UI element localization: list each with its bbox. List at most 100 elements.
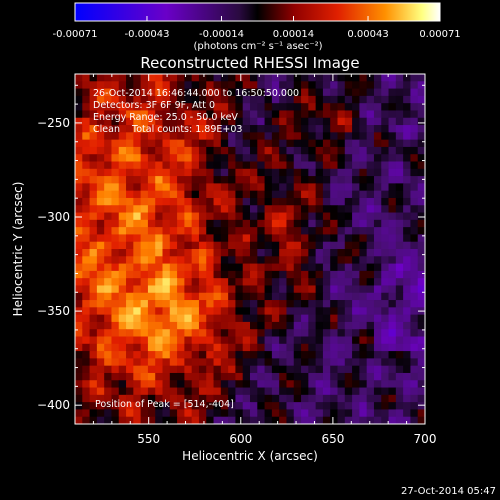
heatmap-pixel xyxy=(155,358,163,367)
heatmap-pixel xyxy=(279,256,287,264)
heatmap-pixel xyxy=(322,249,331,257)
heatmap-pixel xyxy=(344,95,353,104)
heatmap-pixel xyxy=(111,365,120,374)
colorbar-tick-label: -0.00014 xyxy=(199,29,244,40)
heatmap-pixel xyxy=(330,146,338,155)
heatmap-pixel xyxy=(213,285,222,294)
heatmap-pixel xyxy=(155,416,163,424)
heatmap-pixel xyxy=(381,278,389,286)
heatmap-pixel xyxy=(395,219,404,228)
heatmap-pixel xyxy=(264,132,273,141)
heatmap-pixel xyxy=(271,416,280,424)
heatmap-pixel xyxy=(417,154,425,162)
heatmap-pixel xyxy=(118,227,127,235)
heatmap-pixel xyxy=(403,409,411,418)
heatmap-pixel xyxy=(228,249,236,257)
heatmap-pixel xyxy=(75,183,83,192)
heatmap-pixel xyxy=(118,256,127,264)
heatmap-pixel xyxy=(250,125,258,133)
heatmap-pixel xyxy=(279,110,287,119)
heatmap-pixel xyxy=(133,227,142,235)
heatmap-pixel xyxy=(264,81,273,89)
heatmap-pixel xyxy=(286,205,295,213)
heatmap-pixel xyxy=(147,256,156,264)
heatmap-pixel xyxy=(308,234,317,243)
heatmap-pixel xyxy=(403,241,411,250)
heatmap-pixel xyxy=(75,110,83,119)
heatmap-pixel xyxy=(147,409,156,418)
heatmap-pixel xyxy=(330,416,338,424)
heatmap-pixel xyxy=(352,292,360,301)
heatmap-pixel xyxy=(206,146,214,155)
heatmap-pixel xyxy=(89,146,98,155)
heatmap-pixel xyxy=(388,154,397,162)
heatmap-pixel xyxy=(140,154,149,162)
heatmap-pixel xyxy=(191,103,200,111)
y-tick-label: −300 xyxy=(37,210,70,224)
heatmap-pixel xyxy=(89,314,98,323)
heatmap-pixel xyxy=(147,307,156,316)
heatmap-pixel xyxy=(315,351,324,359)
heatmap-pixel xyxy=(96,278,105,286)
heatmap-pixel xyxy=(235,270,244,279)
heatmap-pixel xyxy=(388,212,397,221)
heatmap-pixel xyxy=(373,205,382,213)
heatmap-pixel xyxy=(75,161,83,170)
heatmap-pixel xyxy=(359,249,368,257)
heatmap-pixel xyxy=(395,241,404,250)
heatmap-pixel xyxy=(359,139,368,148)
heatmap-pixel xyxy=(111,74,120,82)
heatmap-pixel xyxy=(89,190,98,199)
heatmap-pixel xyxy=(352,263,360,272)
heatmap-pixel xyxy=(104,103,112,111)
heatmap-pixel xyxy=(111,125,120,133)
heatmap-pixel xyxy=(184,270,193,279)
heatmap-pixel xyxy=(235,132,244,141)
heatmap-pixel xyxy=(89,365,98,374)
heatmap-pixel xyxy=(118,190,127,199)
heatmap-pixel xyxy=(82,125,90,133)
heatmap-pixel xyxy=(126,314,134,323)
heatmap-pixel xyxy=(395,278,404,286)
heatmap-pixel xyxy=(257,249,265,257)
heatmap-pixel xyxy=(264,227,273,235)
heatmap-pixel xyxy=(104,88,112,97)
heatmap-pixel xyxy=(330,132,338,141)
heatmap-pixel xyxy=(352,205,360,213)
heatmap-pixel xyxy=(104,380,112,388)
heatmap-pixel xyxy=(169,416,178,424)
heatmap-pixel xyxy=(308,351,317,359)
heatmap-pixel xyxy=(220,74,229,82)
heatmap-pixel xyxy=(242,292,251,301)
heatmap-pixel xyxy=(381,227,389,235)
heatmap-pixel xyxy=(257,380,265,388)
footer-timestamp: 27-Oct-2014 05:47 xyxy=(401,486,496,497)
heatmap-pixel xyxy=(308,146,317,155)
heatmap-pixel xyxy=(169,343,178,352)
heatmap-pixel xyxy=(330,139,338,148)
heatmap-pixel xyxy=(89,132,98,141)
heatmap-pixel xyxy=(198,270,207,279)
heatmap-pixel xyxy=(257,321,265,330)
heatmap-pixel xyxy=(82,117,90,126)
heatmap-pixel xyxy=(228,307,236,316)
heatmap-pixel xyxy=(337,249,346,257)
heatmap-pixel xyxy=(286,329,295,337)
heatmap-pixel xyxy=(417,176,425,184)
heatmap-pixel xyxy=(352,176,360,184)
heatmap-pixel xyxy=(184,300,193,308)
heatmap-pixel xyxy=(228,380,236,388)
heatmap-pixel xyxy=(191,270,200,279)
heatmap-pixel xyxy=(271,227,280,235)
heatmap-pixel xyxy=(293,168,302,177)
heatmap-pixel xyxy=(133,212,142,221)
heatmap-pixel xyxy=(111,219,120,228)
heatmap-pixel xyxy=(169,270,178,279)
heatmap-pixel xyxy=(118,387,127,396)
heatmap-pixel xyxy=(293,329,302,337)
heatmap-pixel xyxy=(301,256,309,264)
heatmap-pixel xyxy=(235,190,244,199)
heatmap-pixel xyxy=(118,263,127,272)
heatmap-pixel xyxy=(228,300,236,308)
heatmap-pixel xyxy=(191,336,200,345)
